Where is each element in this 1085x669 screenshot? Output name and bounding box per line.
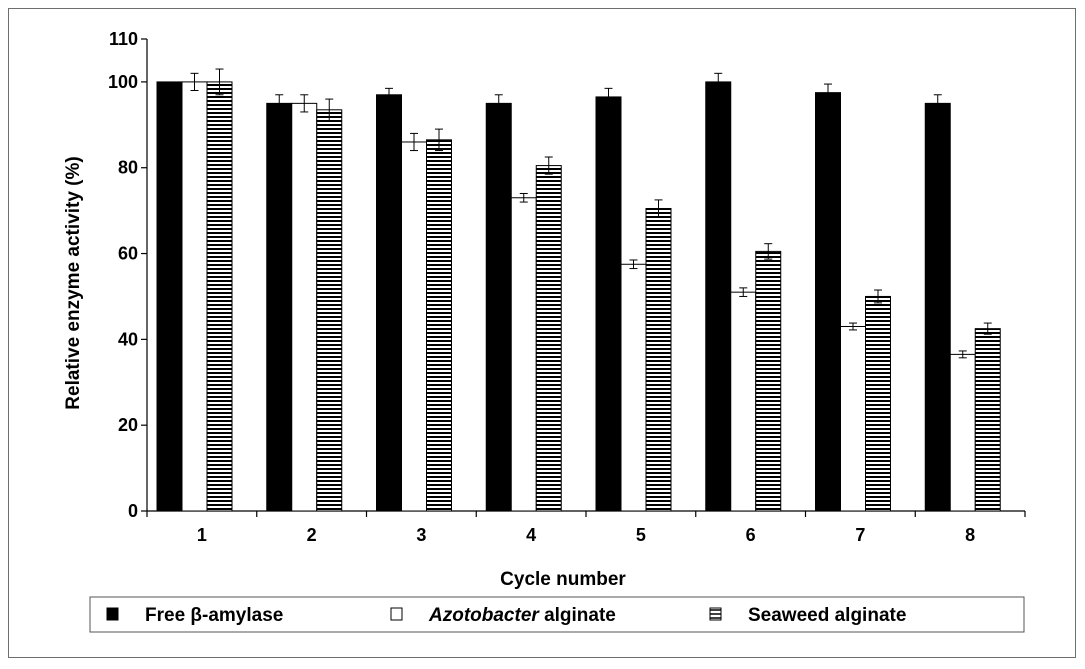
bar [206,81,233,512]
bar [645,207,672,512]
y-tick-label: 60 [118,244,138,264]
bar [510,197,537,512]
x-tick-label: 1 [197,525,207,545]
bar [181,81,208,512]
bar [755,250,782,512]
bars [156,81,1001,512]
y-axis-title: Relative enzyme activity (%) [63,156,84,409]
bar [815,92,841,512]
x-tick-label: 6 [746,525,756,545]
bar [266,102,293,512]
bar [924,102,951,512]
legend-swatch [390,607,403,621]
bar [485,102,512,512]
y-tick-label: 110 [109,29,138,49]
bar [865,295,891,512]
bar [535,165,562,512]
x-tick-label: 3 [416,525,426,545]
legend-label: Seaweed alginate [748,605,906,626]
chart-frame [8,8,1076,658]
bar [730,291,757,512]
bar [291,102,318,512]
y-tick-label: 80 [118,158,138,178]
bar [376,94,402,512]
legend-box [89,596,1025,633]
error-bars [190,68,992,359]
bar [620,263,647,512]
bar [426,139,452,512]
x-tick-label: 2 [307,525,317,545]
x-tick-label: 4 [526,525,536,545]
y-tick-label: 40 [118,329,138,349]
axes: 0 20 40 60 80 100 110 1 2 3 4 5 6 7 8 [108,29,1026,545]
bar [595,96,622,512]
legend: Free β-amylase Azotobacter alginate Seawee… [89,596,1025,633]
legend-label: Free β-amylase [145,605,283,626]
x-tick-label: 7 [855,525,865,545]
y-tick-label: 100 [108,72,138,92]
x-axis-title: Cycle number [500,569,626,590]
bar [840,325,866,512]
y-tick-label: 0 [128,501,138,521]
bar [974,328,1001,512]
bar [156,81,183,512]
y-tick-label: 20 [118,415,138,435]
x-tick-label: 5 [636,525,646,545]
bar [705,81,732,512]
legend-swatch [106,607,119,621]
legend-label: Azotobacter alginate [428,605,616,626]
bar [316,109,343,512]
legend-box-top [90,628,1024,629]
bar [401,141,427,512]
x-tick-label: 8 [965,525,975,545]
bar [949,353,976,512]
